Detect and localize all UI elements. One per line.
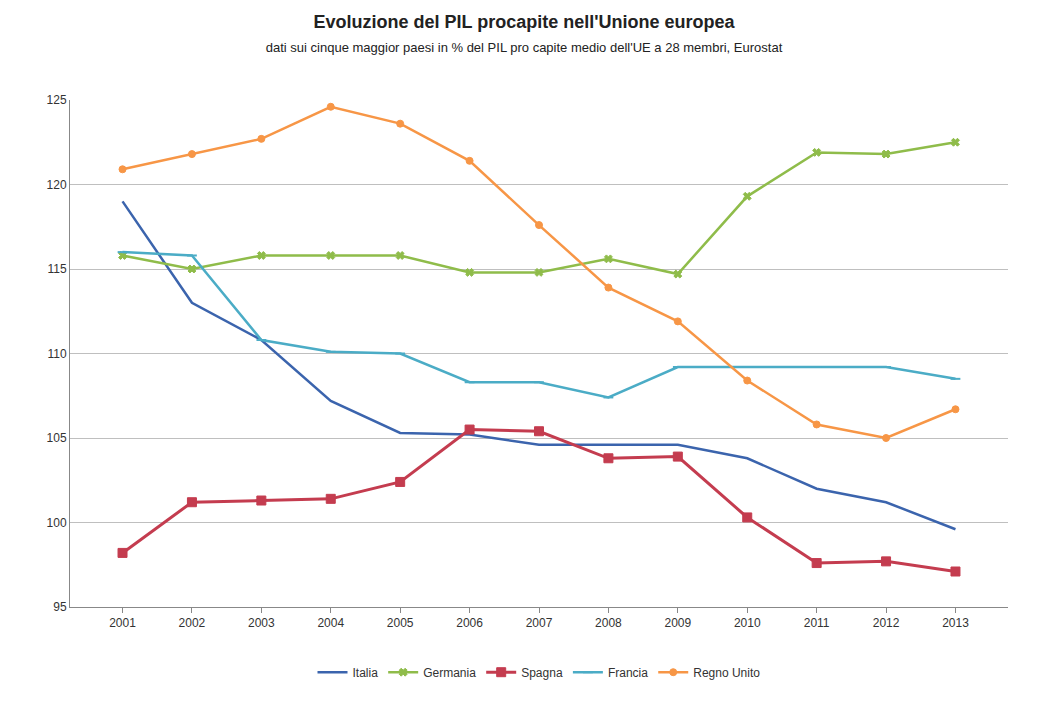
svg-text:125: 125	[47, 93, 67, 107]
svg-text:2012: 2012	[873, 616, 900, 630]
svg-text:2003: 2003	[248, 616, 275, 630]
svg-text:95: 95	[53, 600, 67, 614]
svg-text:Francia: Francia	[608, 666, 648, 680]
svg-text:2013: 2013	[942, 616, 969, 630]
svg-text:110: 110	[47, 347, 66, 361]
svg-text:Evoluzione del PIL procapite n: Evoluzione del PIL procapite nell'Unione…	[266, 12, 783, 54]
svg-text:2001: 2001	[109, 616, 136, 630]
svg-text:115: 115	[47, 262, 66, 276]
svg-text:100: 100	[47, 516, 67, 530]
svg-text:105: 105	[47, 431, 67, 445]
svg-text:Regno Unito: Regno Unito	[693, 666, 760, 680]
svg-text:2011: 2011	[804, 616, 830, 630]
svg-text:Spagna: Spagna	[521, 666, 563, 680]
svg-text:2004: 2004	[317, 616, 344, 630]
svg-text:Italia: Italia	[353, 666, 379, 680]
svg-text:120: 120	[47, 178, 67, 192]
svg-text:Germania: Germania	[423, 666, 476, 680]
svg-text:2008: 2008	[595, 616, 622, 630]
svg-text:2010: 2010	[734, 616, 761, 630]
svg-text:2006: 2006	[456, 616, 483, 630]
svg-text:2009: 2009	[664, 616, 691, 630]
svg-text:2002: 2002	[179, 616, 206, 630]
svg-text:2007: 2007	[526, 616, 553, 630]
svg-text:2005: 2005	[387, 616, 414, 630]
